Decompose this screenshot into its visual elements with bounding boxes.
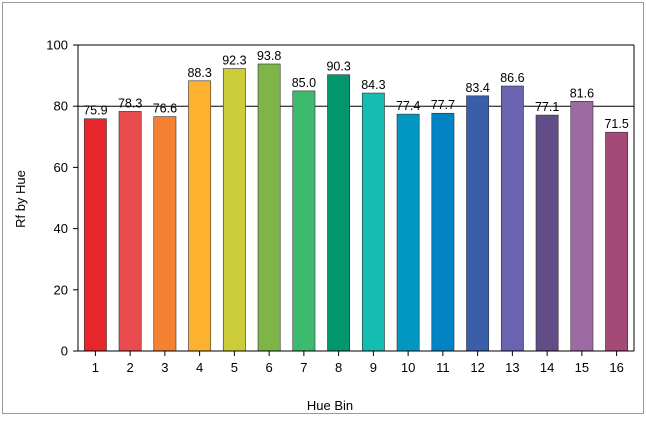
data-label-8: 90.3 bbox=[326, 60, 350, 74]
x-tick-label-15: 15 bbox=[575, 360, 589, 375]
bar-4 bbox=[188, 80, 212, 352]
bar-3 bbox=[153, 116, 177, 352]
x-tick-label-13: 13 bbox=[505, 360, 519, 375]
bar-13 bbox=[500, 85, 524, 352]
data-label-13: 86.6 bbox=[500, 71, 524, 85]
bar-11 bbox=[431, 112, 455, 352]
x-tick-labels: 1 2 3 4 5 6 7 8 9 10 11 12 13 14 15 16 bbox=[92, 351, 624, 375]
axes bbox=[77, 45, 635, 352]
x-tick-label-16: 16 bbox=[609, 360, 623, 375]
y-tick-label-0: 0 bbox=[61, 344, 68, 359]
data-label-7: 85.0 bbox=[292, 76, 316, 90]
x-tick-label-9: 9 bbox=[370, 360, 377, 375]
data-label-9: 84.3 bbox=[361, 78, 385, 92]
x-tick-label-4: 4 bbox=[196, 360, 203, 375]
x-tick-label-11: 11 bbox=[436, 360, 450, 375]
bar-14 bbox=[535, 114, 559, 352]
x-axis-title: Hue Bin bbox=[307, 398, 353, 413]
x-tick-label-3: 3 bbox=[161, 360, 168, 375]
bar-2 bbox=[118, 111, 142, 352]
x-tick-label-12: 12 bbox=[470, 360, 484, 375]
x-tick-label-14: 14 bbox=[540, 360, 554, 375]
bar-5 bbox=[222, 68, 246, 352]
bar-6 bbox=[257, 63, 281, 352]
y-axis-title: Rf by Hue bbox=[13, 170, 28, 228]
data-labels: 75.9 78.3 76.6 88.3 92.3 93.8 85.0 90.3 84.3 77.4… bbox=[83, 49, 629, 131]
data-label-2: 78.3 bbox=[118, 96, 142, 110]
x-tick-label-6: 6 bbox=[266, 360, 273, 375]
y-tick-label-100: 100 bbox=[46, 38, 68, 53]
data-label-3: 76.6 bbox=[153, 102, 177, 116]
data-label-5: 92.3 bbox=[222, 54, 246, 68]
bar-10 bbox=[396, 113, 420, 352]
bar-16 bbox=[605, 131, 629, 352]
y-tick-label-80: 80 bbox=[54, 99, 68, 114]
y-tick-labels: 0 20 40 60 80 100 bbox=[46, 38, 78, 359]
data-label-1: 75.9 bbox=[83, 104, 107, 118]
bars bbox=[83, 63, 629, 352]
bar-1 bbox=[83, 118, 107, 352]
data-label-6: 93.8 bbox=[257, 49, 281, 63]
y-tick-label-40: 40 bbox=[54, 221, 68, 236]
x-tick-label-1: 1 bbox=[92, 360, 99, 375]
x-tick-label-7: 7 bbox=[300, 360, 307, 375]
data-label-14: 77.1 bbox=[535, 100, 559, 114]
bar-8 bbox=[327, 74, 351, 352]
data-label-4: 88.3 bbox=[187, 66, 211, 80]
x-tick-label-5: 5 bbox=[231, 360, 238, 375]
y-tick-label-20: 20 bbox=[54, 282, 68, 297]
x-tick-label-2: 2 bbox=[127, 360, 134, 375]
data-label-10: 77.4 bbox=[396, 99, 420, 113]
bar-7 bbox=[292, 90, 316, 352]
x-tick-label-10: 10 bbox=[401, 360, 415, 375]
x-tick-label-8: 8 bbox=[335, 360, 342, 375]
data-label-11: 77.7 bbox=[431, 98, 455, 112]
data-label-15: 81.6 bbox=[570, 86, 594, 100]
bar-9 bbox=[361, 92, 385, 352]
data-label-16: 71.5 bbox=[604, 117, 628, 131]
y-tick-label-60: 60 bbox=[54, 160, 68, 175]
gridlines bbox=[78, 44, 634, 107]
bar-12 bbox=[466, 95, 490, 352]
data-label-12: 83.4 bbox=[465, 81, 489, 95]
bar-15 bbox=[570, 101, 594, 352]
